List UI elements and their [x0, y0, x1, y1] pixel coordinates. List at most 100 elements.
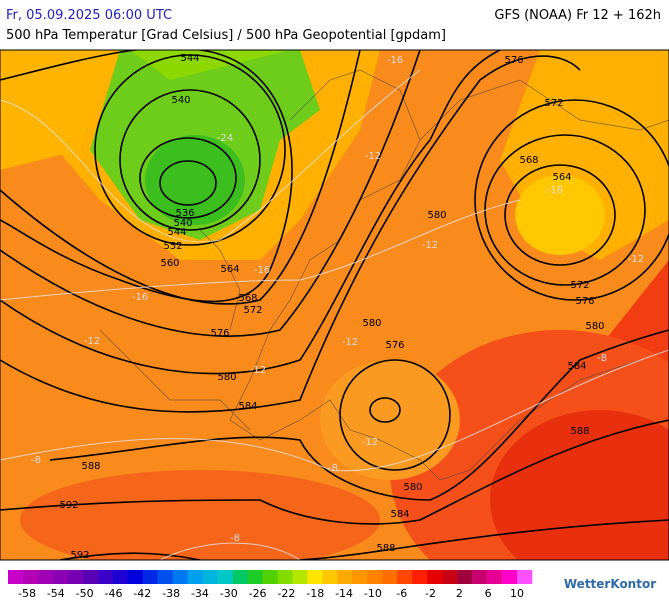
colorbar-swatch — [187, 570, 203, 584]
colorbar-tick-label: -10 — [364, 587, 382, 600]
colorbar-swatch — [337, 570, 353, 584]
colorbar-swatch — [487, 570, 503, 584]
geopotential-label: 580 — [403, 482, 422, 493]
colorbar: -58 -54 -50 -46 -42 -38 -34 -30 -26 -22 -18 -14 -10-… — [8, 570, 533, 600]
geopotential-label: 580 — [362, 318, 381, 329]
temperature-label: -16 — [547, 185, 563, 196]
colorbar-swatch — [262, 570, 278, 584]
colorbar-swatch — [127, 570, 144, 584]
colorbar-tick-label: -54 — [47, 587, 65, 600]
model-label: GFS (NOAA) Fr 12 + 162h — [494, 8, 661, 23]
colorbar-tick-label: -14 — [335, 587, 353, 600]
geopotential-label: 564 — [220, 264, 239, 275]
colorbar-tick-label: -30 — [220, 587, 238, 600]
geopotential-label: 540 — [171, 95, 190, 106]
subtitle: 500 hPa Temperatur [Grad Celsius] / 500 … — [6, 28, 446, 43]
colorbar-swatch — [457, 570, 473, 584]
temperature-label: -12 — [628, 254, 644, 265]
geopotential-label: 584 — [567, 361, 586, 372]
colorbar-swatch — [82, 570, 99, 584]
colorbar-tick-label: -22 — [277, 587, 295, 600]
temperature-label: -24 — [217, 133, 233, 144]
colorbar-tick-label: -18 — [306, 587, 324, 600]
cold-core — [145, 135, 245, 225]
colorbar-tick-label: -26 — [249, 587, 267, 600]
geopotential-label: 588 — [570, 426, 589, 437]
geopotential-label: 552 — [163, 241, 182, 252]
colorbar-swatch — [367, 570, 383, 584]
geopotential-label: 592 — [59, 500, 78, 511]
colorbar-swatch — [232, 570, 248, 584]
temperature-label: -8 — [230, 533, 240, 544]
colorbar-tick-label: -50 — [76, 587, 94, 600]
geopotential-label: 568 — [519, 155, 538, 166]
colorbar-swatch — [157, 570, 173, 584]
temperature-label: -8 — [31, 455, 41, 466]
geopotential-label: 580 — [427, 210, 446, 221]
date-label: Fr, 05.09.2025 06:00 UTC — [6, 8, 172, 23]
map: 5445405365405445525605645685725765805845… — [0, 49, 669, 561]
cool-area — [320, 360, 460, 480]
colorbar-tick-label: 10 — [510, 587, 524, 600]
colorbar-tick-label: -6 — [396, 587, 407, 600]
geopotential-label: 580 — [585, 321, 604, 332]
temperature-contours — [0, 69, 669, 560]
colorbar-tick-label: -2 — [425, 587, 436, 600]
geopotential-label: 588 — [376, 543, 395, 554]
colorbar-swatch — [382, 570, 398, 584]
temperature-label: -12 — [422, 240, 438, 251]
colorbar-swatch — [112, 570, 129, 584]
geopotential-label: 544 — [180, 53, 199, 64]
colorbar-swatch — [217, 570, 233, 584]
geopotential-label: 576 — [504, 55, 523, 66]
logo: WetterKontor — [564, 577, 656, 591]
colorbar-tick-label: -58 — [18, 587, 36, 600]
geopotential-label: 560 — [160, 258, 179, 269]
temperature-label: -16 — [387, 55, 403, 66]
colorbar-tick-label: 6 — [485, 587, 492, 600]
temperature-label: -12 — [362, 437, 378, 448]
colorbar-swatch — [397, 570, 413, 584]
colorbar-swatch — [502, 570, 518, 584]
cold-area — [515, 175, 605, 255]
temperature-label: -12 — [365, 151, 381, 162]
temperature-label: -12 — [84, 336, 100, 347]
geopotential-label: 540 — [173, 218, 192, 229]
temperature-label: -8 — [597, 353, 607, 364]
colorbar-swatch — [277, 570, 293, 584]
colorbar-swatch — [352, 570, 368, 584]
geopotential-label: 572 — [544, 98, 563, 109]
geopotential-label: 576 — [385, 340, 404, 351]
colorbar-swatch — [307, 570, 323, 584]
colorbar-swatch — [22, 570, 39, 584]
colorbar-swatch — [67, 570, 84, 584]
geopotential-contours — [0, 50, 669, 560]
colorbar-swatch — [97, 570, 114, 584]
geopotential-label: 544 — [167, 227, 186, 238]
temperature-label: -12 — [250, 365, 266, 376]
colorbar-swatch — [427, 570, 443, 584]
colorbar-tick-label: -46 — [104, 587, 122, 600]
colorbar-swatch — [142, 570, 159, 584]
geopotential-label: 580 — [217, 372, 236, 383]
colorbar-swatch — [517, 570, 533, 584]
geopotential-label: 584 — [390, 509, 409, 520]
colorbar-swatch — [472, 570, 488, 584]
temperature-label: -12 — [342, 337, 358, 348]
colorbar-tick-label: -34 — [191, 587, 209, 600]
map-frame — [0, 49, 669, 561]
colorbar-swatch — [322, 570, 338, 584]
geopotential-label: 588 — [81, 461, 100, 472]
cold-area — [0, 50, 120, 170]
geopotential-label: 564 — [552, 172, 571, 183]
colorbar-swatch — [37, 570, 54, 584]
colorbar-swatch — [172, 570, 188, 584]
temperature-label: -8 — [328, 463, 338, 474]
temperature-label: -16 — [132, 292, 148, 303]
colorbar-swatch — [52, 570, 69, 584]
colorbar-tick-label: 2 — [456, 587, 463, 600]
geopotential-label: 536 — [175, 208, 194, 219]
warm-area — [20, 470, 380, 560]
colorbar-swatch — [8, 570, 24, 584]
